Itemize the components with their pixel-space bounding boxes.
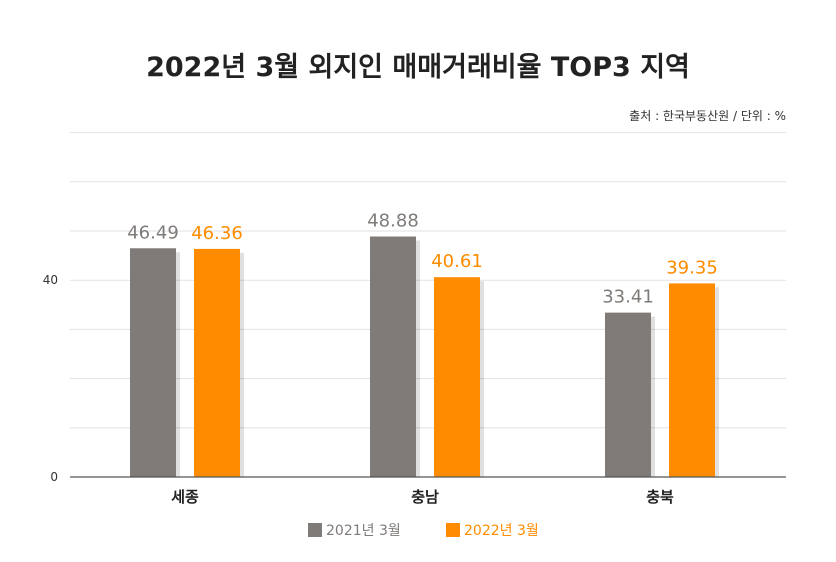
category-label: 충북 [646, 488, 674, 506]
category-label: 충남 [411, 488, 439, 506]
legend-label-2022: 2022년 3월 [464, 523, 539, 539]
value-label: 39.35 [666, 257, 718, 278]
bar-2021-2 [605, 312, 651, 477]
bars [130, 236, 719, 477]
category-labels: 세종 충남 충북 [171, 488, 674, 506]
category-label: 세종 [171, 488, 199, 506]
chart-source: 출처 : 한국부동산원 / 단위 : % [629, 109, 786, 123]
legend-label-2021: 2021년 3월 [326, 523, 401, 539]
value-label: 46.36 [191, 223, 243, 244]
chart-title: 2022년 3월 외지인 매매거래비율 TOP3 지역 [146, 52, 690, 83]
value-labels: 46.49 46.36 48.88 40.61 33.41 39.35 [127, 211, 718, 308]
legend-swatch-2022 [446, 523, 460, 537]
value-label: 40.61 [431, 251, 483, 272]
value-label: 48.88 [367, 211, 419, 232]
y-tick-label: 0 [50, 470, 58, 484]
bar-2022-0 [194, 248, 240, 477]
y-axis-ticks: 0 40 [43, 273, 58, 484]
bar-2022-2 [669, 283, 715, 477]
value-label: 33.41 [602, 287, 654, 308]
bar-2022-1 [434, 277, 480, 477]
legend-swatch-2021 [308, 523, 322, 537]
bar-2021-0 [130, 248, 176, 477]
y-tick-label: 40 [43, 273, 58, 287]
bar-2021-1 [370, 236, 416, 477]
legend: 2021년 3월 2022년 3월 [308, 523, 539, 539]
gridlines [70, 132, 786, 429]
value-label: 46.49 [127, 222, 179, 243]
